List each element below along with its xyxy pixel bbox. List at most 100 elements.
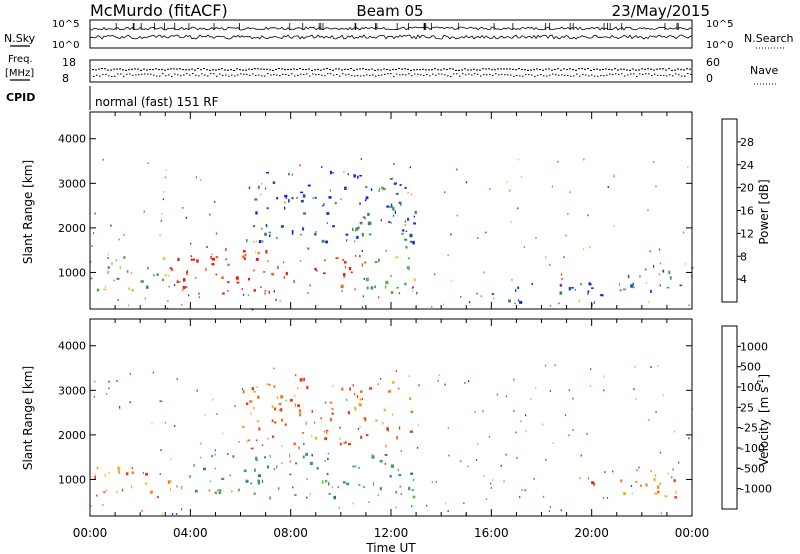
freq-point <box>500 68 502 70</box>
heatmap-cell <box>302 227 305 231</box>
heatmap-cell <box>306 386 309 390</box>
heatmap-cell <box>670 276 672 280</box>
nave-point <box>261 75 263 77</box>
heatmap-cell <box>416 291 418 295</box>
nave-point <box>279 75 281 77</box>
heatmap-cell <box>294 462 298 465</box>
heatmap-cell <box>602 497 605 500</box>
nave-scale-top: 60 <box>706 56 720 69</box>
freq-point <box>347 68 349 70</box>
heatmap-cell <box>265 223 268 228</box>
heatmap-cell <box>500 464 502 467</box>
heatmap-cell <box>234 404 236 407</box>
nave-point <box>471 74 473 76</box>
heatmap-cell <box>357 226 360 230</box>
freq-point <box>536 68 538 70</box>
heatmap-cell <box>377 383 379 386</box>
nave-point <box>639 73 641 75</box>
nave-point <box>267 73 269 75</box>
heatmap-cell <box>368 233 372 236</box>
freq-point <box>434 68 436 70</box>
heatmap-cell <box>374 261 378 264</box>
heatmap-cell <box>272 181 276 184</box>
heatmap-cell <box>533 478 535 480</box>
heatmap-cell <box>273 468 276 471</box>
heatmap-cell <box>255 240 258 243</box>
heatmap-cell <box>506 180 508 183</box>
heatmap-cell <box>273 290 275 293</box>
heatmap-cell <box>275 298 277 301</box>
heatmap-cell <box>291 230 294 233</box>
heatmap-cell <box>404 238 408 241</box>
nave-point <box>600 75 602 77</box>
heatmap-cell <box>314 196 317 199</box>
heatmap-cell <box>438 374 440 376</box>
heatmap-cell <box>591 481 595 485</box>
nave-point <box>96 74 98 76</box>
heatmap-cell <box>564 414 567 417</box>
heatmap-cell <box>346 399 348 401</box>
heatmap-cell <box>217 489 220 492</box>
freq-point <box>338 68 340 70</box>
heatmap-cell <box>580 283 582 286</box>
nave-point <box>150 73 152 75</box>
heatmap-cell <box>387 429 389 431</box>
heatmap-cell <box>280 408 283 412</box>
nave-point <box>438 73 440 75</box>
heatmap-cell <box>170 458 172 461</box>
freq-point <box>458 69 460 71</box>
heatmap-cell <box>658 248 661 251</box>
heatmap-cell <box>278 487 280 490</box>
heatmap-cell <box>225 258 227 261</box>
heatmap-cell <box>613 174 615 177</box>
freq-point <box>215 69 217 71</box>
heatmap-cell <box>128 287 131 290</box>
heatmap-cell <box>559 284 562 287</box>
freq-point <box>266 68 268 70</box>
heatmap-cell <box>200 442 202 445</box>
heatmap-cell <box>329 401 333 404</box>
heatmap-cell <box>269 454 271 458</box>
heatmap-cell <box>222 432 224 435</box>
heatmap-cell <box>326 222 329 224</box>
heatmap-cell <box>583 248 585 250</box>
heatmap-cell <box>630 284 634 288</box>
heatmap-cell <box>227 263 230 266</box>
heatmap-cell <box>328 196 332 199</box>
heatmap-cell <box>255 459 258 462</box>
heatmap-cell <box>156 496 159 499</box>
heatmap-cell <box>524 489 526 492</box>
freq-point <box>497 68 499 70</box>
heatmap-cell <box>392 177 394 180</box>
nave-point <box>516 74 518 76</box>
heatmap-cell <box>505 453 507 456</box>
heatmap-cell <box>513 410 515 412</box>
freq-point <box>272 69 274 71</box>
heatmap-cell <box>118 470 120 474</box>
heatmap-cell <box>388 220 390 223</box>
nave-point <box>636 76 638 77</box>
heatmap-cell <box>96 288 100 292</box>
heatmap-cell <box>682 231 685 234</box>
nave-point <box>114 75 116 77</box>
freq-point <box>326 68 328 69</box>
nave-point <box>144 73 146 75</box>
heatmap-cell <box>205 267 207 272</box>
heatmap-cell <box>145 472 148 476</box>
freq-point <box>227 69 229 71</box>
heatmap-cell <box>241 388 244 390</box>
heatmap-cell <box>385 280 389 285</box>
freq-point <box>515 69 517 71</box>
heatmap-cell <box>414 210 417 214</box>
heatmap-cell <box>593 482 595 486</box>
heatmap-cell <box>255 439 258 441</box>
nave-point <box>654 73 656 75</box>
freq-point <box>92 69 94 71</box>
heatmap-cell <box>392 207 395 211</box>
heatmap-cell <box>131 467 133 469</box>
nave-point <box>129 73 131 75</box>
beam-title: Beam 05 <box>356 2 423 20</box>
heatmap-cell <box>587 293 589 295</box>
nave-point <box>264 75 266 77</box>
heatmap-cell <box>111 262 113 265</box>
